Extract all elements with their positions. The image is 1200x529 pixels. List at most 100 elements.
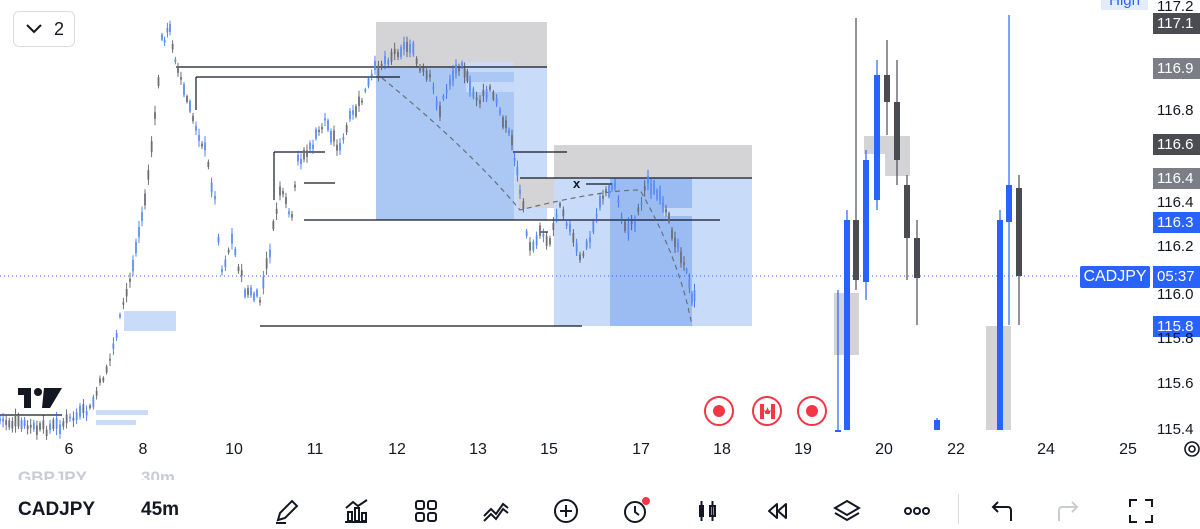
candle-body [342, 136, 345, 140]
candle-body [14, 414, 17, 427]
candle-body [565, 223, 568, 226]
candle-body [422, 67, 425, 73]
candle-body [485, 89, 488, 99]
candle-body [419, 66, 421, 71]
layout-grid-icon[interactable] [409, 494, 443, 528]
candle-body [575, 243, 578, 252]
candle-body [192, 115, 194, 122]
candle-body [439, 105, 441, 117]
candle-body [390, 51, 393, 62]
candle-body [5, 420, 8, 425]
candle-body [582, 253, 585, 256]
candle-body [45, 429, 48, 437]
candle-body [336, 144, 338, 151]
time-tick: 8 [138, 441, 148, 458]
candle-body [659, 190, 661, 200]
more-icon[interactable] [900, 494, 934, 528]
candle-body [668, 213, 670, 223]
time-tick: 12 [388, 441, 406, 458]
x-marker: x [573, 176, 581, 191]
fullscreen-icon[interactable] [1124, 494, 1158, 528]
candle-body [29, 424, 32, 428]
candle-body [349, 110, 351, 120]
candle-body [513, 158, 516, 162]
candle-body [559, 203, 561, 207]
candle-body [109, 358, 111, 361]
previous-timeframe[interactable]: 30m [141, 468, 176, 480]
event-dot-icon[interactable] [704, 396, 734, 426]
chevron-down-icon [26, 24, 42, 34]
pane-count: 2 [54, 18, 65, 39]
candle-body [367, 78, 370, 87]
candle-body [272, 221, 275, 230]
candle-body [505, 120, 507, 129]
candle-body [508, 129, 510, 134]
candle-body [82, 404, 85, 414]
candle-body [452, 70, 454, 82]
candle-body [415, 58, 418, 65]
candle-body [253, 293, 255, 301]
alert-clock-icon[interactable] [618, 494, 652, 528]
price-label: 115.4 [1157, 421, 1194, 438]
price-label: 115.8 [1153, 316, 1200, 337]
timeframe-selector[interactable]: 45m [141, 499, 180, 520]
candle-body [291, 214, 293, 218]
symbol-selector[interactable]: CADJPY [18, 499, 96, 520]
candle-body [853, 220, 859, 280]
replay-icon[interactable] [760, 494, 794, 528]
countdown-tag: 05:37 [1153, 266, 1200, 288]
price-label: 116.0 [1157, 286, 1194, 303]
candle-body [432, 86, 435, 90]
candle-body [11, 420, 14, 429]
candle-body [240, 270, 243, 276]
candle-body [361, 100, 363, 103]
candle-body [207, 161, 210, 168]
candle-body [195, 126, 197, 131]
candle-body [262, 276, 265, 289]
candle-body [835, 430, 841, 432]
candle-body [154, 112, 156, 119]
candle-body [36, 425, 38, 436]
candle-body [469, 81, 471, 92]
candle-body [186, 96, 188, 102]
drawings-icon[interactable] [479, 494, 513, 528]
candle-body [384, 56, 386, 64]
time-tick: 24 [1037, 441, 1055, 458]
time-tick: 18 [713, 441, 731, 458]
candles-icon[interactable] [690, 494, 724, 528]
candle-body [32, 422, 35, 430]
candle-body [844, 220, 850, 430]
candle-body [23, 419, 26, 427]
layers-icon[interactable] [830, 494, 864, 528]
undo-icon[interactable] [983, 494, 1017, 528]
candle-body [339, 142, 341, 151]
candle-body [8, 420, 11, 428]
candle-body [122, 302, 125, 305]
trend-dashed-line [381, 77, 693, 327]
candle-body [318, 129, 320, 132]
previous-symbol[interactable]: GBPJPY [18, 468, 87, 480]
candles [0, 20, 696, 441]
candle-body [519, 189, 521, 194]
small-zone-6 [96, 410, 148, 415]
candle-body [279, 186, 281, 196]
collapse-panes-button[interactable]: 2 [13, 11, 75, 47]
candle-body [525, 231, 528, 237]
add-icon[interactable] [549, 494, 583, 528]
pencil-icon[interactable] [270, 494, 304, 528]
settings-gear-icon[interactable] [1181, 438, 1200, 460]
candle-body [157, 77, 160, 86]
candle-body [585, 241, 588, 248]
candle-body [217, 236, 220, 243]
candle-body [1016, 188, 1022, 276]
price-chart[interactable]: x [0, 0, 1200, 470]
indicators-icon[interactable] [339, 494, 373, 528]
canada-flag-icon[interactable] [752, 396, 782, 426]
candle-body [499, 109, 501, 114]
candle-body [552, 223, 555, 230]
candle-body [330, 131, 332, 143]
supply-zone-1 [376, 22, 547, 68]
event-dot-icon[interactable] [797, 396, 827, 426]
candle-body [884, 75, 890, 102]
toolbar-divider [958, 494, 959, 524]
